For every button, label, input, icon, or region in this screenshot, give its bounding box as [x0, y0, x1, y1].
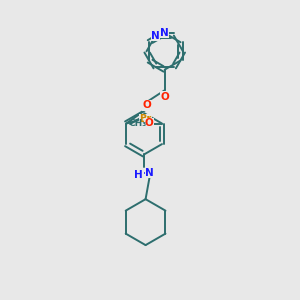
Text: Br: Br: [139, 114, 152, 124]
Text: N: N: [151, 31, 160, 40]
Text: CH₃: CH₃: [128, 119, 147, 128]
Text: H: H: [134, 170, 143, 180]
Text: N: N: [160, 28, 169, 38]
Text: O: O: [144, 118, 153, 128]
Text: O: O: [160, 92, 169, 102]
Text: N: N: [145, 168, 154, 178]
Text: O: O: [142, 100, 151, 110]
